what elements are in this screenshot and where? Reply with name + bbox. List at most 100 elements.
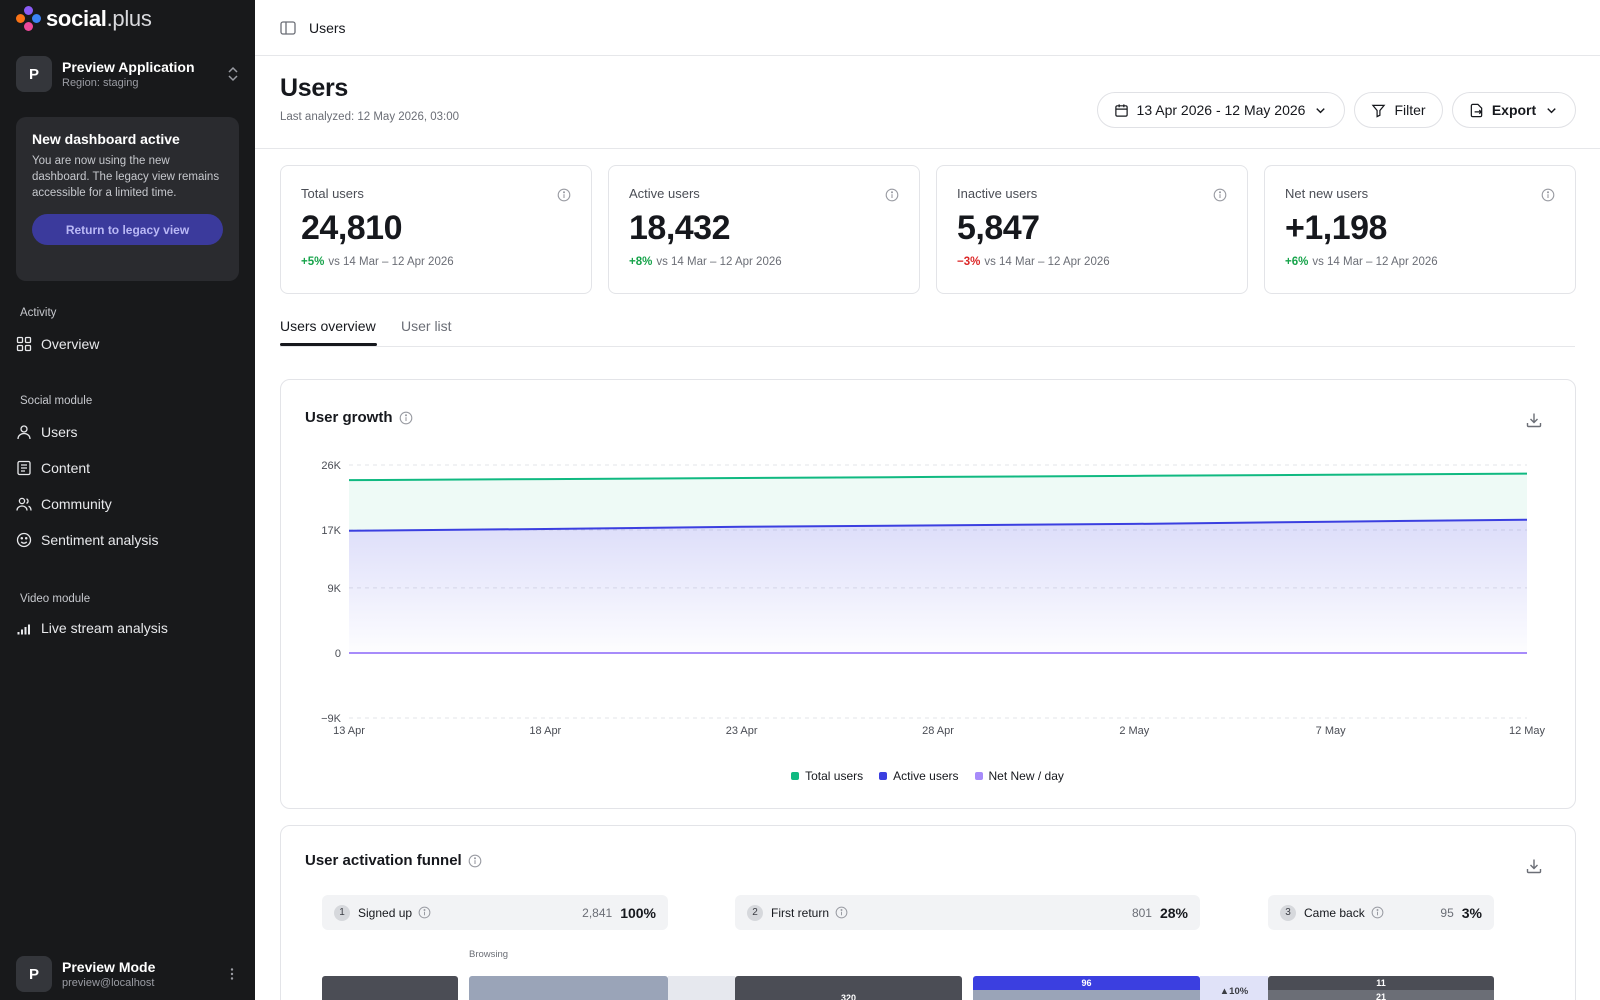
brand-logo[interactable]: social.plus	[16, 6, 152, 32]
legend-swatch	[879, 772, 888, 780]
series-line-total-users	[348, 472, 1528, 482]
funnel-step-signed-up[interactable]: 1 Signed up 2,841 100%	[322, 895, 668, 930]
kpi-compare: vs 14 Mar – 12 Apr 2026	[1312, 256, 1438, 268]
download-icon[interactable]	[1525, 411, 1543, 429]
kpi-value: 24,810	[301, 209, 403, 247]
legend-swatch	[791, 772, 800, 780]
sidebar-item-label: Live stream analysis	[41, 620, 168, 636]
kpi-card-inactive-users: Inactive users 5,847 −3% vs 14 Mar – 12 A…	[936, 165, 1248, 294]
legend-item-active-users[interactable]: Active users	[879, 769, 959, 783]
sidebar-item-overview[interactable]: Overview	[16, 332, 99, 356]
tab-users-overview[interactable]: Users overview	[280, 318, 376, 334]
kpi-value: 18,432	[629, 209, 731, 247]
user-name: Preview Mode	[62, 959, 156, 975]
funnel-bar[interactable]	[973, 990, 1200, 1000]
info-icon[interactable]	[885, 188, 899, 202]
step-number: 3	[1280, 904, 1296, 921]
legend-item-net-new[interactable]: Net New / day	[974, 769, 1064, 783]
logo-icon	[16, 6, 42, 32]
step-count: 801	[1131, 905, 1152, 920]
area-total-users	[349, 473, 1527, 531]
y-tick-label: 17K	[321, 525, 341, 537]
sidebar-item-label: Community	[41, 496, 112, 512]
download-icon[interactable]	[1525, 857, 1543, 875]
page-header: Users Last analyzed: 12 May 2026, 03:00 …	[255, 56, 1600, 149]
funnel-conversion-label: ▲10%	[1219, 986, 1249, 997]
sidebar-item-label: Content	[41, 460, 91, 476]
grid-icon	[16, 336, 32, 352]
funnel-bar[interactable]	[322, 976, 458, 1000]
user-icon	[17, 425, 31, 440]
filter-label: Filter	[1394, 102, 1426, 118]
breadcrumb: Users	[309, 19, 346, 36]
info-icon[interactable]	[418, 906, 431, 919]
legend-item-total-users[interactable]: Total users	[791, 769, 863, 783]
active-tab-indicator	[280, 343, 377, 346]
funnel-bar-label: 320	[840, 993, 857, 1000]
app-switcher[interactable]: P Preview Application Region: staging	[16, 56, 240, 92]
info-icon[interactable]	[1371, 906, 1384, 919]
sidebar-item-community[interactable]: Community	[16, 492, 112, 516]
funnel-bar[interactable]	[469, 976, 668, 1000]
funnel-bar[interactable]: 11	[1268, 976, 1494, 990]
funnel-bar[interactable]: 96	[973, 976, 1200, 990]
current-user[interactable]: P Preview Mode preview@localhost	[16, 956, 240, 992]
notice-body: You are now using the new dashboard. The…	[32, 155, 220, 199]
kpi-label: Active users	[629, 186, 700, 201]
x-tick-label: 18 Apr	[529, 725, 561, 737]
info-icon[interactable]	[835, 906, 848, 919]
x-tick-label: 23 Apr	[726, 725, 758, 737]
y-tick-label: 0	[335, 648, 341, 660]
sidebar: social.plus P Preview Application Region…	[0, 0, 255, 1000]
y-tick-label: 26K	[321, 460, 341, 472]
sidebar-item-sentiment[interactable]: Sentiment analysis	[16, 528, 159, 552]
more-vertical-icon[interactable]	[224, 966, 240, 982]
series-line-active-users	[348, 518, 1528, 532]
date-range-picker[interactable]: 13 Apr 2026 - 12 May 2026	[1097, 92, 1345, 128]
tab-bar: Users overview User list	[255, 313, 1600, 347]
funnel-step-first-return[interactable]: 2 First return 801 28%	[735, 895, 1200, 930]
app-name: Preview Application	[62, 59, 195, 75]
users-group-icon	[16, 497, 32, 511]
info-icon[interactable]	[399, 411, 413, 425]
funnel-step-came-back[interactable]: 3 Came back 95 3%	[1268, 895, 1494, 930]
step-label: Came back	[1304, 905, 1365, 920]
tab-user-list[interactable]: User list	[401, 318, 452, 334]
kpi-delta: −3%	[957, 256, 981, 268]
chart-legend: Total users Active users Net New / day	[0, 769, 1600, 783]
sidebar-item-livestream[interactable]: Live stream analysis	[16, 616, 168, 640]
step-percent: 3%	[1461, 904, 1482, 921]
legend-label: Active users	[893, 769, 959, 783]
funnel-bar[interactable]: 320	[735, 976, 962, 1000]
kpi-delta: +6%	[1285, 256, 1309, 268]
info-icon[interactable]	[1213, 188, 1227, 202]
user-growth-title: User growth	[305, 409, 413, 426]
export-button[interactable]: Export	[1452, 92, 1576, 128]
kpi-value: 5,847	[957, 209, 1040, 247]
brand-wordmark: social.plus	[46, 6, 152, 31]
info-icon[interactable]	[1541, 188, 1555, 202]
sidebar-toggle-icon[interactable]	[279, 19, 297, 37]
return-to-legacy-button[interactable]: Return to legacy view	[32, 214, 223, 245]
sidebar-item-users[interactable]: Users	[16, 420, 78, 444]
funnel-bar[interactable]: 21	[1268, 990, 1494, 1000]
export-icon	[1470, 103, 1483, 117]
kpi-compare: vs 14 Mar – 12 Apr 2026	[984, 256, 1110, 268]
info-icon[interactable]	[557, 188, 571, 202]
x-tick-label: 13 Apr	[333, 725, 365, 737]
y-tick-label: −9K	[321, 713, 342, 725]
funnel-browsing-label: Browsing	[469, 949, 509, 960]
sidebar-item-label: Users	[41, 424, 78, 440]
step-percent: 28%	[1159, 904, 1188, 921]
export-label: Export	[1491, 102, 1537, 118]
sidebar-item-content[interactable]: Content	[16, 456, 90, 480]
funnel-title: User activation funnel	[305, 852, 482, 869]
info-icon[interactable]	[468, 854, 482, 868]
filter-button[interactable]: Filter	[1354, 92, 1443, 128]
y-tick-label: 9K	[328, 583, 342, 595]
x-tick-label: 12 May	[1509, 725, 1546, 737]
x-tick-label: 28 Apr	[922, 725, 954, 737]
filter-icon	[1372, 104, 1386, 118]
step-number: 2	[747, 904, 763, 921]
last-analyzed: Last analyzed: 12 May 2026, 03:00	[280, 111, 460, 123]
